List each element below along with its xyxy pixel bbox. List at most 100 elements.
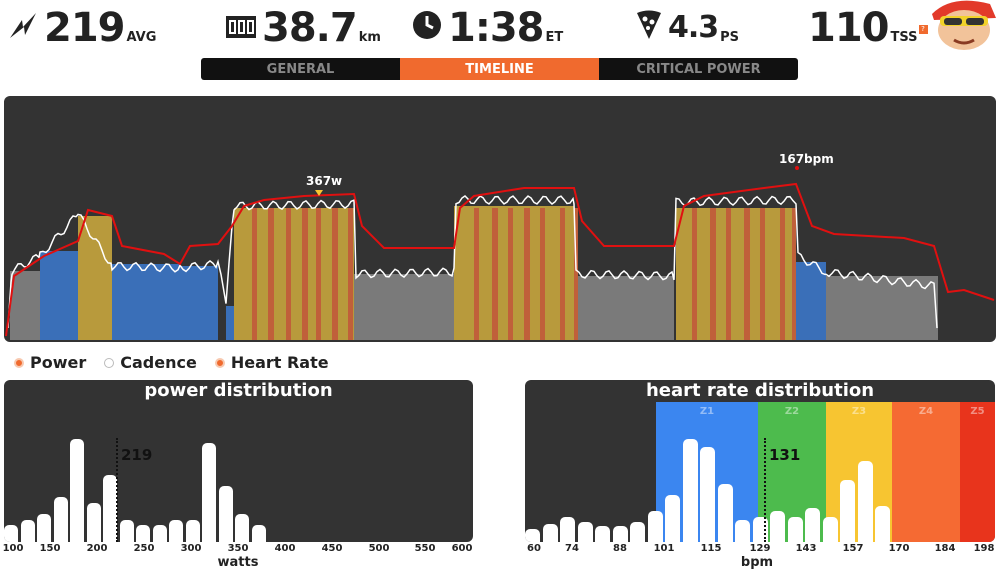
power-tick: 400 [274,543,296,554]
power-toggle-icon [14,357,24,368]
power-segment [454,206,574,340]
power-tick: 350 [227,543,249,554]
histogram-bar [4,525,18,542]
power-peak-stripe [302,208,308,340]
histogram-bar [857,461,873,542]
power-x-axis: 100 150 200 250 300 350 400 450 500 550 … [0,543,480,557]
legend-cadence[interactable]: Cadence [104,353,197,372]
hr-tick: 143 [795,543,817,554]
histogram-bar [700,447,715,542]
tab-critical-power[interactable]: CRITICAL POWER [599,58,798,80]
power-tick: 200 [86,543,108,554]
zone-z4-label: Z4 [918,406,934,417]
histogram-bar [70,439,84,542]
power-tick: 550 [414,543,436,554]
power-segment [574,276,674,340]
elapsed-time-value: 1:38 [448,5,544,51]
pizza-stat: 4.3 PS [636,0,739,48]
histogram-bar [665,495,680,542]
histogram-bar [752,517,768,542]
power-segment [40,251,78,340]
power-x-label: watts [217,555,259,570]
histogram-bar [37,514,51,542]
power-tick: 300 [180,543,202,554]
hr-avg-marker [764,438,766,542]
hr-tick: 157 [842,543,864,554]
power-distribution-panel: power distribution 219 [4,380,473,542]
hr-distribution-bars [525,380,995,542]
avg-power-value: 219 [44,5,125,51]
timeline-chart[interactable]: 367w 167bpm [4,96,996,342]
tab-timeline[interactable]: TIMELINE [400,58,599,80]
distance-stat: 38.7 km [226,0,381,48]
avatar[interactable] [922,0,1000,52]
tab-general[interactable]: GENERAL [201,58,400,80]
power-peak-stripe [760,208,765,340]
legend-power[interactable]: Power [14,353,86,372]
power-peak-stripe [286,208,291,340]
histogram-bar [525,529,540,542]
hr-tick: 74 [565,543,579,554]
power-peak-stripe [692,208,697,340]
elapsed-time-unit: ET [545,30,564,45]
info-icon[interactable]: ? [918,25,928,34]
histogram-bar [119,520,134,542]
power-tick: 500 [368,543,390,554]
power-tick: 150 [39,543,61,554]
power-segment [226,306,234,340]
power-peak-stripe [744,208,750,340]
legend-heart-rate[interactable]: Heart Rate [214,353,329,372]
power-peak-marker [315,190,323,196]
histogram-bar [152,525,167,542]
histogram-bar [235,514,249,542]
power-peak-stripe [332,208,338,340]
hr-tick: 129 [749,543,771,554]
histogram-bar [185,520,200,542]
pizza-icon [636,10,662,44]
legend-cadence-label: Cadence [120,353,197,372]
zone-z1-label: Z1 [699,406,715,417]
power-segment [180,266,218,340]
hr-tick: 184 [934,543,956,554]
distance-value: 38.7 [262,5,358,51]
timeline-legend: Power Cadence Heart Rate [14,353,329,372]
power-peak-stripe [348,208,353,340]
avg-power-unit: AVG [126,30,157,45]
histogram-bar [103,475,117,542]
clock-icon [412,10,442,44]
histogram-bar [202,443,216,542]
power-peak-stripe [792,208,796,340]
hr-tick: 170 [888,543,910,554]
power-distribution-bars [4,380,473,542]
zone-z4: Z4 [892,402,960,542]
pizza-unit: PS [720,30,740,45]
histogram-bar [53,497,68,542]
histogram-bar [560,517,575,542]
histogram-bar [251,525,266,542]
power-peak-stripe [492,208,498,340]
hr-x-label: bpm [740,555,774,570]
power-avg-marker [116,438,118,542]
hr-distribution-panel: heart rate distribution Z1 Z2 Z3 Z4 Z5 1… [525,380,995,542]
zone-z5-label: Z5 [970,406,985,417]
zone-z3-label: Z3 [851,406,867,417]
tss-stat: 110 TSS ? [808,0,928,48]
power-segment [112,264,180,340]
power-segment [826,276,938,340]
power-tick: 600 [451,543,473,554]
power-peak-stripe [524,208,530,340]
hr-avg-label: 131 [769,446,801,464]
hr-x-axis: 60 74 88 101 115 129 143 157 170 184 198 [520,543,1000,557]
power-segment [796,262,826,340]
power-avg-label: 219 [121,446,153,464]
power-peak-stripe [560,208,565,340]
power-distribution-title: power distribution [144,380,333,401]
distance-unit: km [358,30,381,45]
histogram-bar [595,526,610,542]
hr-peak-label: 167bpm [779,152,834,166]
histogram-bar [20,520,35,542]
power-peak-stripe [316,208,321,340]
histogram-bar [787,517,803,542]
tss-value: 110 [808,5,889,51]
hr-tick: 60 [527,543,541,554]
